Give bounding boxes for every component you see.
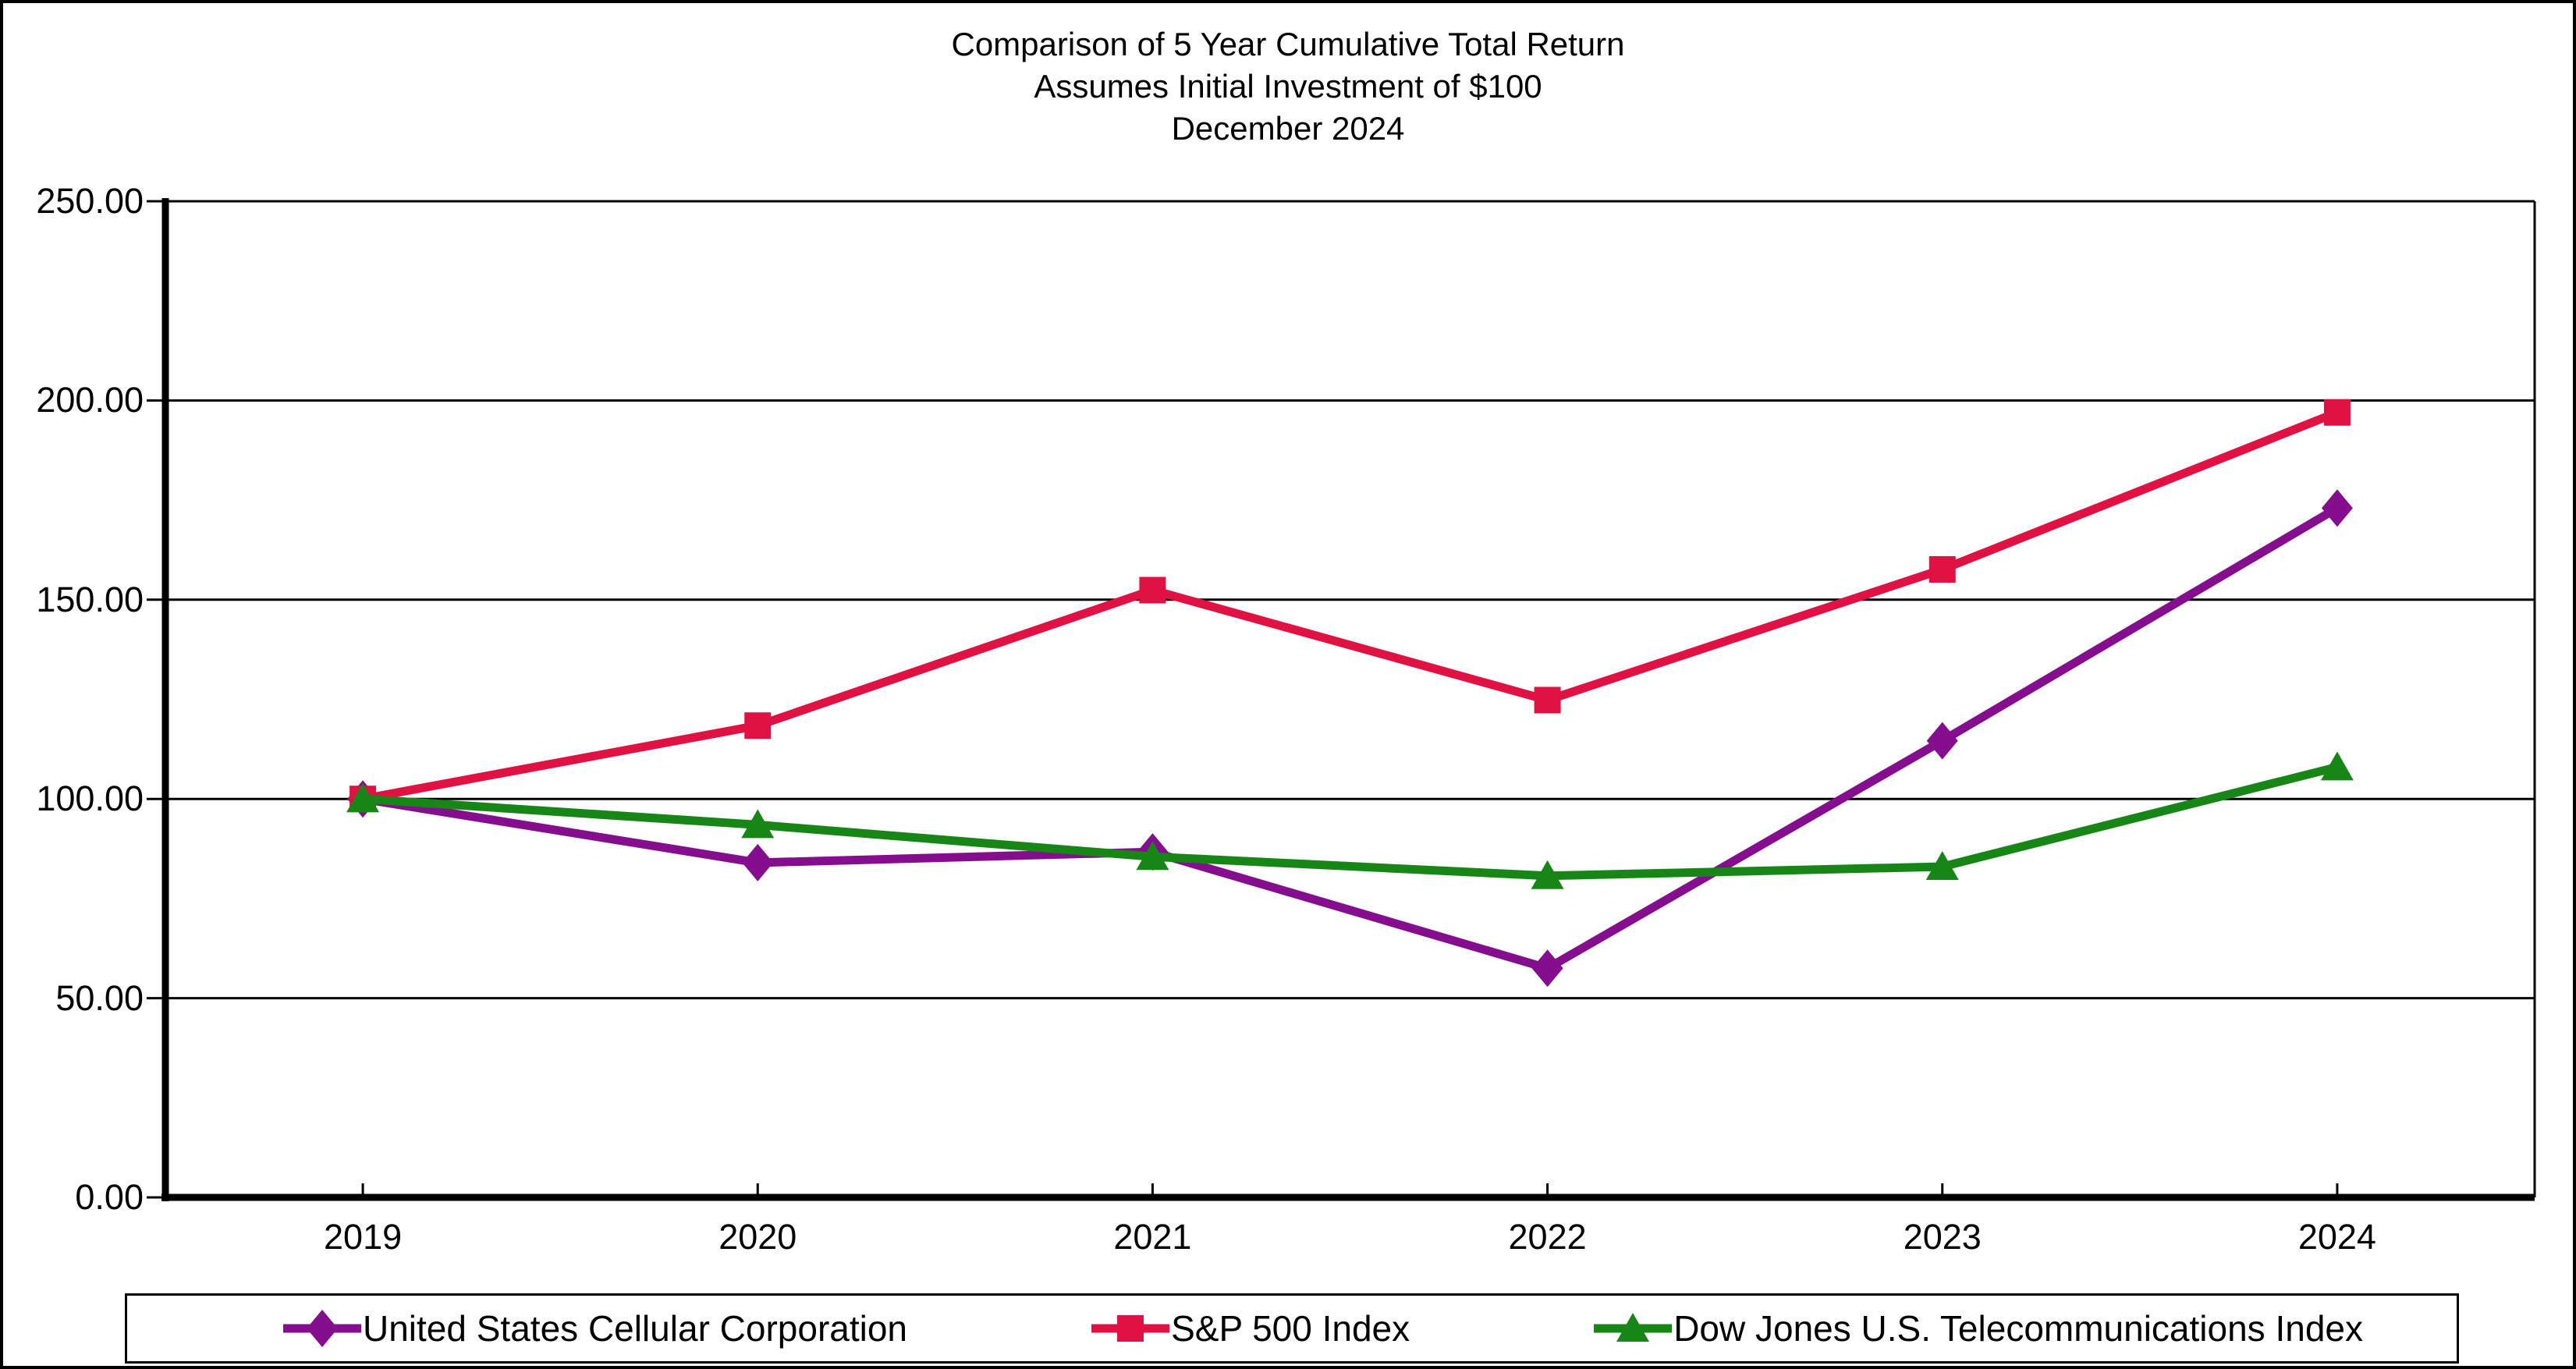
data-point-marker <box>2320 751 2354 781</box>
chart-title-block: Comparison of 5 Year Cumulative Total Re… <box>3 23 2573 150</box>
data-point-marker <box>1531 860 1564 889</box>
chart-title: Comparison of 5 Year Cumulative Total Re… <box>951 26 1625 62</box>
data-point-marker <box>1139 576 1166 604</box>
chart-canvas <box>147 198 2536 1201</box>
legend-label-2: S&P 500 Index <box>1171 1308 1410 1349</box>
x-tick-label: 2019 <box>324 1217 403 1257</box>
y-tick-label: 250.00 <box>36 181 144 221</box>
legend-label-1: United States Cellular Corporation <box>363 1308 908 1349</box>
x-tick-label: 2021 <box>1113 1217 1192 1257</box>
data-point-marker <box>1928 555 1956 583</box>
diamond-icon <box>307 1310 338 1347</box>
y-tick-label: 0.00 <box>75 1177 144 1217</box>
data-point-marker <box>2323 399 2351 426</box>
x-tick-label: 2023 <box>1903 1217 1982 1257</box>
data-point-marker <box>744 712 772 739</box>
triangle-icon <box>1616 1313 1650 1342</box>
legend-item-1: United States Cellular Corporation <box>283 1303 907 1353</box>
y-tick-label: 100.00 <box>36 778 144 819</box>
legend-label-3: Dow Jones U.S. Telecommunications Index <box>1673 1308 2363 1349</box>
data-point-marker <box>1534 686 1561 714</box>
data-point-marker <box>1531 949 1563 988</box>
data-point-marker <box>1926 722 1958 760</box>
y-tick-label: 50.00 <box>55 977 144 1018</box>
diamond-legend-marker-icon <box>283 1310 361 1347</box>
x-tick-label: 2022 <box>1508 1217 1587 1257</box>
data-point-marker <box>346 783 380 813</box>
y-tick-label: 150.00 <box>36 579 144 619</box>
legend: United States Cellular Corporation S&P 50… <box>125 1293 2459 1364</box>
data-point-marker <box>741 809 775 839</box>
square-icon <box>1117 1315 1144 1342</box>
series-line-2 <box>362 408 2339 803</box>
series-line-1 <box>362 504 2340 974</box>
legend-item-3: Dow Jones U.S. Telecommunications Index <box>1594 1303 2363 1353</box>
legend-item-2: S&P 500 Index <box>1091 1303 1410 1353</box>
data-point-marker <box>742 843 774 881</box>
data-point-marker <box>2321 489 2353 527</box>
x-tick-label: 2024 <box>2297 1217 2376 1257</box>
series-line-3 <box>362 763 2339 881</box>
data-point-marker <box>1136 841 1169 871</box>
chart-subtitle: Assumes Initial Investment of $100 <box>1034 68 1542 105</box>
triangle-legend-marker-icon <box>1594 1313 1673 1342</box>
square-legend-marker-icon <box>1091 1315 1170 1342</box>
y-tick-label: 200.00 <box>36 380 144 420</box>
data-point-marker <box>1925 851 1959 881</box>
chart-date-label: December 2024 <box>1171 110 1405 147</box>
x-tick-label: 2020 <box>719 1217 797 1257</box>
